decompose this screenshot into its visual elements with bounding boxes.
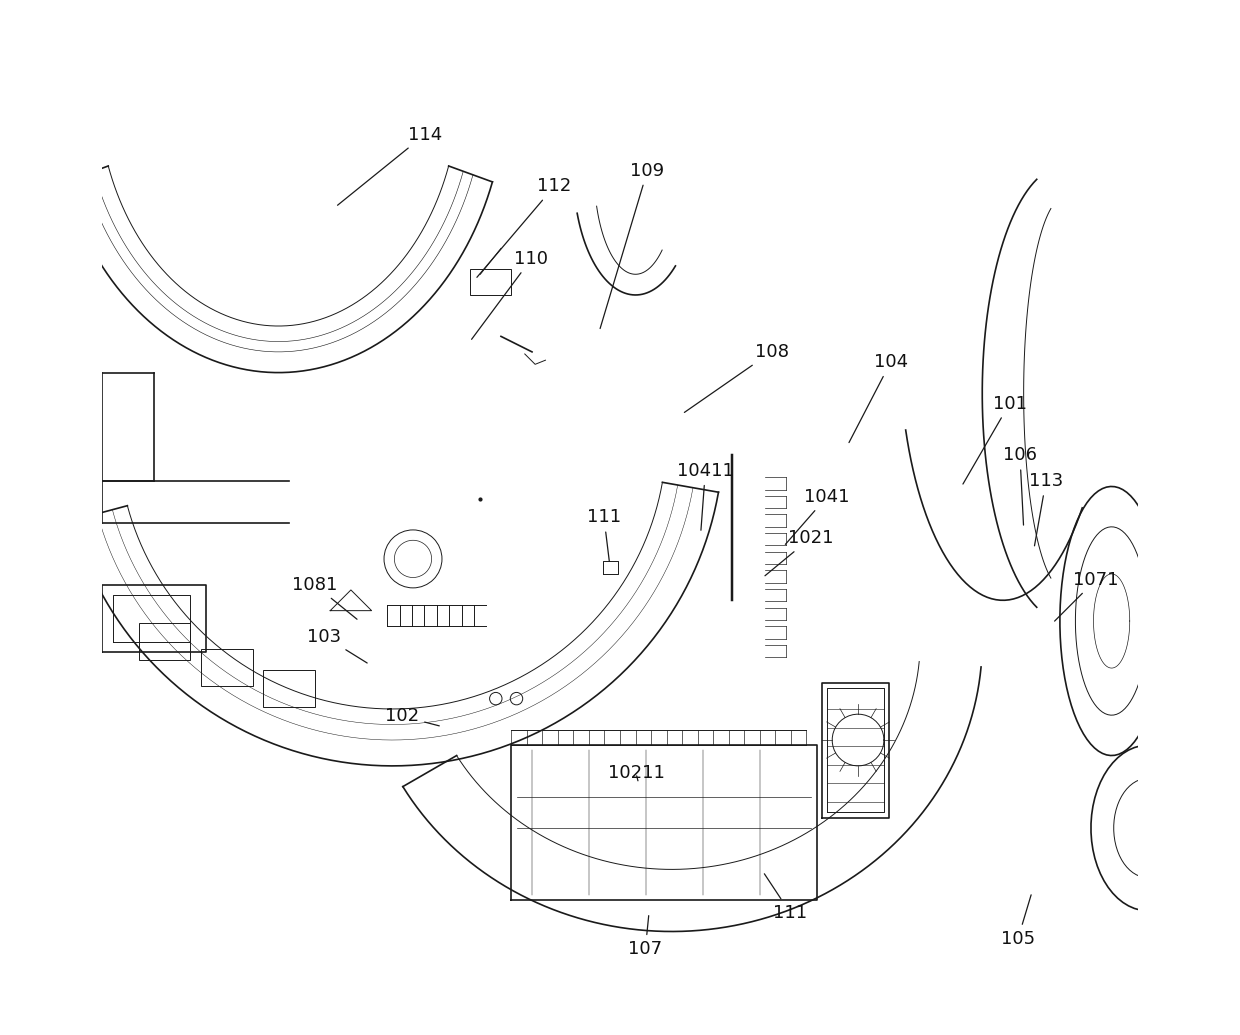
Text: 113: 113 [1029,472,1063,545]
Text: 111: 111 [587,508,621,561]
Bar [263,670,315,707]
Text: 10211: 10211 [608,764,665,782]
Text: 106: 106 [1003,446,1037,525]
Text: 105: 105 [1001,895,1035,948]
Text: 104: 104 [849,353,908,443]
Bar [139,623,191,660]
Bar [201,649,253,686]
Text: 103: 103 [308,627,367,663]
Text: 1071: 1071 [1054,570,1118,621]
Text: 1021: 1021 [765,529,833,575]
Text: 114: 114 [337,125,443,205]
Text: 112: 112 [477,177,572,277]
Text: 107: 107 [629,916,662,958]
Text: 108: 108 [684,343,789,412]
Text: 110: 110 [471,249,548,339]
Text: 102: 102 [386,707,439,726]
Text: 1041: 1041 [785,487,849,544]
Text: 1081: 1081 [291,575,357,619]
Bar [470,269,511,295]
Text: 109: 109 [600,161,665,328]
Text: 111: 111 [764,874,807,922]
Text: 101: 101 [963,394,1027,484]
Text: 10411: 10411 [677,462,734,530]
